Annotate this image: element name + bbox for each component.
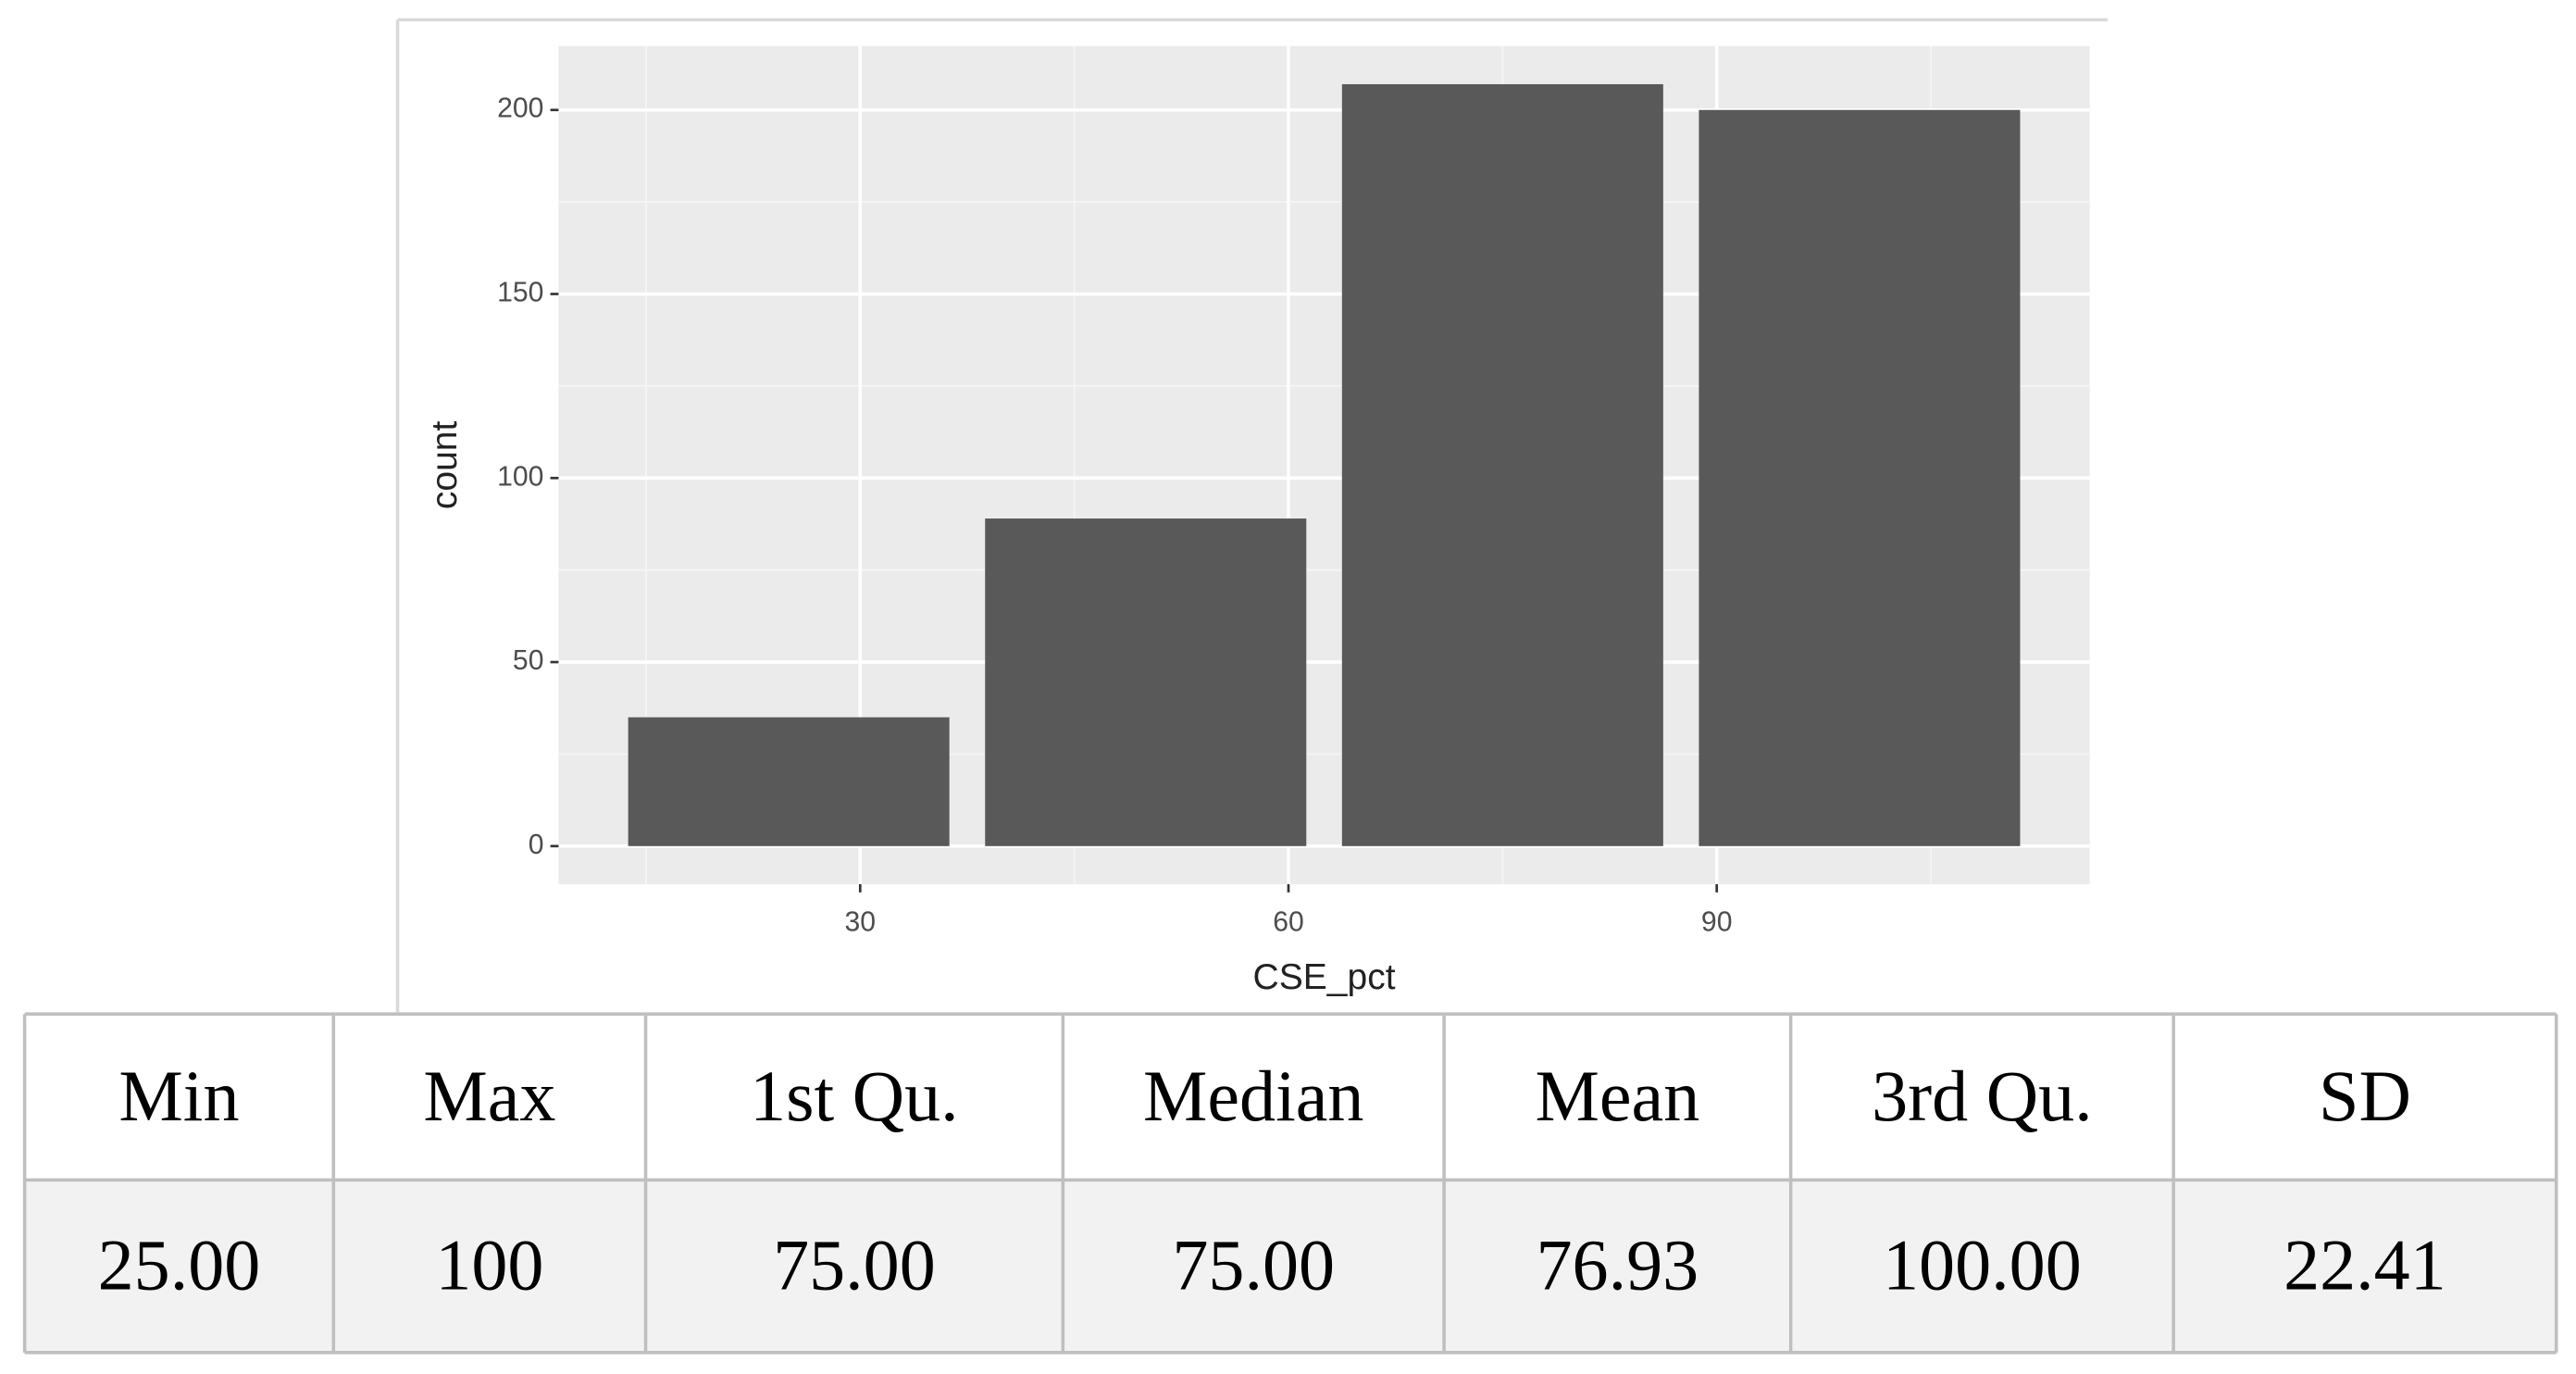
- table-cell: 100.00: [1883, 1225, 2082, 1305]
- table-header-cell: 1st Qu.: [750, 1055, 959, 1136]
- table-cell: 76.93: [1537, 1225, 1699, 1305]
- y-tick-label: 100: [497, 461, 543, 492]
- bar: [985, 518, 1307, 846]
- y-tick-label: 150: [497, 278, 543, 308]
- y-axis-title: count: [425, 420, 465, 509]
- bar: [628, 717, 950, 846]
- y-tick-label: 0: [529, 830, 544, 860]
- x-tick-label: 60: [1273, 907, 1304, 938]
- x-axis-title: CSE_pct: [1253, 957, 1396, 997]
- chart: 30 60 90 0 50 100 150 200: [497, 45, 2090, 938]
- table-cell: 75.00: [1172, 1225, 1335, 1305]
- table-cell: 25.00: [98, 1225, 261, 1305]
- table-header-cell: Max: [423, 1055, 555, 1136]
- table: Min Max 1st Qu. Median Mean 3rd Qu. SD 25.00 100…: [22, 1012, 2558, 1355]
- x-tick-label: 30: [845, 907, 877, 938]
- y-tick-label: 50: [513, 645, 544, 676]
- table-cell: 22.41: [2284, 1225, 2446, 1305]
- table-header-cell: 3rd Qu.: [1872, 1055, 2093, 1136]
- table-header-cell: Median: [1143, 1055, 1364, 1136]
- bar: [1699, 109, 2021, 846]
- table-header-cell: SD: [2319, 1055, 2411, 1136]
- table-cell: 75.00: [773, 1225, 936, 1305]
- table-header-cell: Min: [118, 1055, 239, 1136]
- bar: [1341, 83, 1663, 846]
- table-cell: 100: [435, 1225, 543, 1305]
- x-tick-label: 90: [1701, 907, 1733, 938]
- header-row: [24, 1014, 2557, 1180]
- table-header-cell: Mean: [1535, 1055, 1699, 1136]
- body-row: [24, 1180, 2557, 1353]
- y-tick-label: 200: [497, 94, 543, 124]
